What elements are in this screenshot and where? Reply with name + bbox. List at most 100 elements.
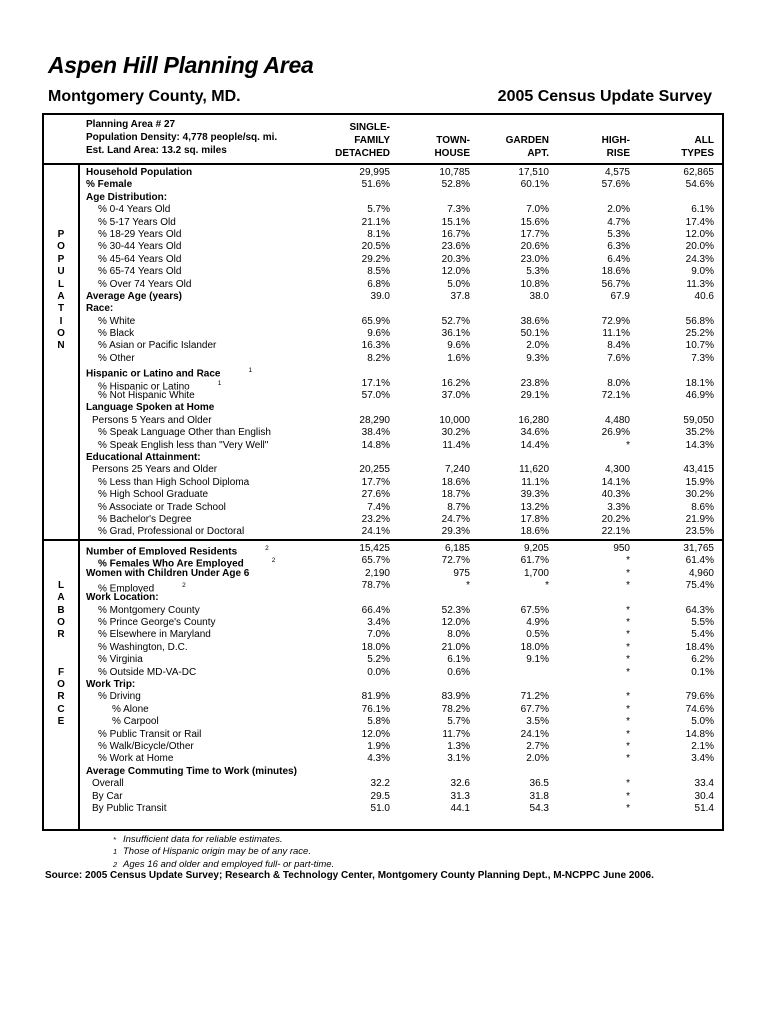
row-label: % Hispanic or Latino 1: [98, 379, 222, 391]
cell-value: 62,865: [683, 167, 714, 178]
cell-value: 975: [453, 567, 470, 579]
cell-value: 3.4%: [367, 617, 390, 629]
row-label: % 65-74 Years Old: [98, 266, 182, 278]
row-label: % Outside MD-VA-DC: [98, 666, 197, 678]
cell-value: [549, 679, 630, 691]
row-label: Age Distribution:: [86, 191, 168, 203]
cell-value: 38.6%: [520, 315, 549, 327]
section-letter: N: [57, 340, 65, 352]
section-letter: [44, 390, 78, 402]
section-letter: [44, 440, 78, 452]
row-label: Persons 25 Years and Older: [92, 464, 218, 476]
footnotes: * Insufficient data for reliable estimate…: [113, 834, 334, 871]
section-letter: R: [57, 629, 65, 641]
row-label: % Work at Home: [98, 753, 174, 765]
cell-value: 8.6%: [691, 501, 714, 513]
cell-value: 11.4%: [442, 439, 470, 451]
cell-value: 8.7%: [447, 501, 470, 513]
row-label: % Alone: [112, 703, 149, 715]
cell-value: 1,700: [523, 567, 549, 579]
cell-value: 24.7%: [441, 513, 470, 525]
table-row: Women with Children Under Age 6 2,190 975 1…: [44, 568, 722, 580]
cell-value: 20.3%: [441, 253, 470, 265]
cell-value: 6.2%: [691, 654, 714, 666]
cell-value: 11.3%: [686, 278, 714, 290]
table-row: T Race:: [44, 303, 722, 315]
cell-value: *: [626, 555, 630, 567]
cell-value: *: [626, 604, 630, 616]
cell-value: 23.0%: [520, 253, 549, 265]
cell-value: 3.5%: [526, 716, 549, 728]
table-row: % Female 51.6% 52.8% 60.1% 57.6% 54.6%: [44, 179, 722, 191]
section-letter: [44, 415, 78, 427]
cell-value: 5.2%: [367, 654, 390, 666]
section-letter: [44, 427, 78, 439]
section-letter: O: [57, 328, 65, 340]
cell-value: 75.4%: [685, 579, 714, 591]
cell-value: 8.5%: [367, 266, 390, 278]
table-row: U % 65-74 Years Old 8.5% 12.0% 5.3% 18.6% 9.0%: [44, 266, 722, 278]
footnote-reference: 2: [265, 544, 269, 552]
cell-value: 38.4%: [361, 427, 390, 439]
section-letter: [44, 489, 78, 501]
cell-value: 13.2%: [520, 501, 549, 513]
cell-value: *: [626, 629, 630, 641]
table-row: A Work Location:: [44, 592, 722, 604]
cell-value: [310, 365, 390, 377]
cell-value: [310, 303, 390, 315]
cell-value: [549, 402, 630, 414]
section-letter: [44, 402, 78, 414]
cell-value: [470, 679, 549, 691]
cell-value: 59,050: [683, 414, 714, 426]
section-letter: E: [57, 716, 65, 728]
cell-value: 0.0%: [367, 666, 390, 678]
row-label: Work Location:: [86, 592, 159, 604]
column-header-single-family: SINGLE- FAMILY DETACHED: [335, 122, 390, 159]
cell-value: 0.1%: [691, 666, 714, 678]
cell-value: [310, 592, 390, 604]
row-label: By Public Transit: [92, 802, 167, 814]
cell-value: *: [626, 617, 630, 629]
cell-value: *: [545, 579, 549, 591]
cell-value: 54.3: [529, 802, 549, 814]
section-letter: [44, 192, 78, 204]
footnote-hispanic-origin: 1 Those of Hispanic origin may be of any …: [113, 846, 334, 858]
table-row: % Public Transit or Rail 12.0% 11.7% 24.1% *…: [44, 729, 722, 741]
section-letter: R: [57, 691, 65, 703]
cell-value: 10,785: [439, 167, 470, 178]
section-letter: A: [57, 290, 65, 302]
section-letter: B: [57, 604, 65, 616]
table-row: C % Alone 76.1% 78.2% 67.7% * 74.6%: [44, 704, 722, 716]
cell-value: 8.1%: [367, 228, 390, 240]
cell-value: 32.2: [370, 778, 390, 790]
section-letter: [44, 642, 78, 654]
cell-value: 7.3%: [447, 204, 470, 216]
cell-value: 5.0%: [691, 716, 714, 728]
cell-value: 10.7%: [685, 340, 714, 352]
cell-value: 61.7%: [520, 555, 549, 567]
table-row: Age Distribution:: [44, 192, 722, 204]
row-label: % Speak Language Other than English: [98, 427, 271, 439]
cell-value: 18.6%: [520, 526, 549, 538]
section-letter: F: [57, 666, 65, 678]
cell-value: [630, 192, 714, 204]
cell-value: [390, 402, 470, 414]
cell-value: 29.1%: [520, 390, 549, 402]
cell-value: 12.0%: [685, 228, 714, 240]
cell-value: [310, 766, 390, 778]
footnote-marker: 2: [113, 859, 118, 869]
cell-value: 17.1%: [361, 377, 390, 389]
table-row: By Car 29.5 31.3 31.8 * 30.4: [44, 791, 722, 803]
cell-value: *: [626, 579, 630, 591]
section-letter: U: [57, 266, 65, 278]
row-label: Overall: [92, 778, 124, 790]
cell-value: 30.2%: [441, 427, 470, 439]
cell-value: 1.9%: [367, 740, 390, 752]
cell-value: 22.1%: [601, 526, 630, 538]
table-row: A Average Age (years) 39.0 37.8 38.0 67.9 40.6: [44, 291, 722, 303]
cell-value: 72.7%: [441, 555, 470, 567]
cell-value: 18.7%: [441, 489, 470, 501]
table-row: Persons 25 Years and Older 20,255 7,240 11,…: [44, 464, 722, 476]
cell-value: 9.6%: [447, 340, 470, 352]
cell-value: *: [626, 641, 630, 653]
